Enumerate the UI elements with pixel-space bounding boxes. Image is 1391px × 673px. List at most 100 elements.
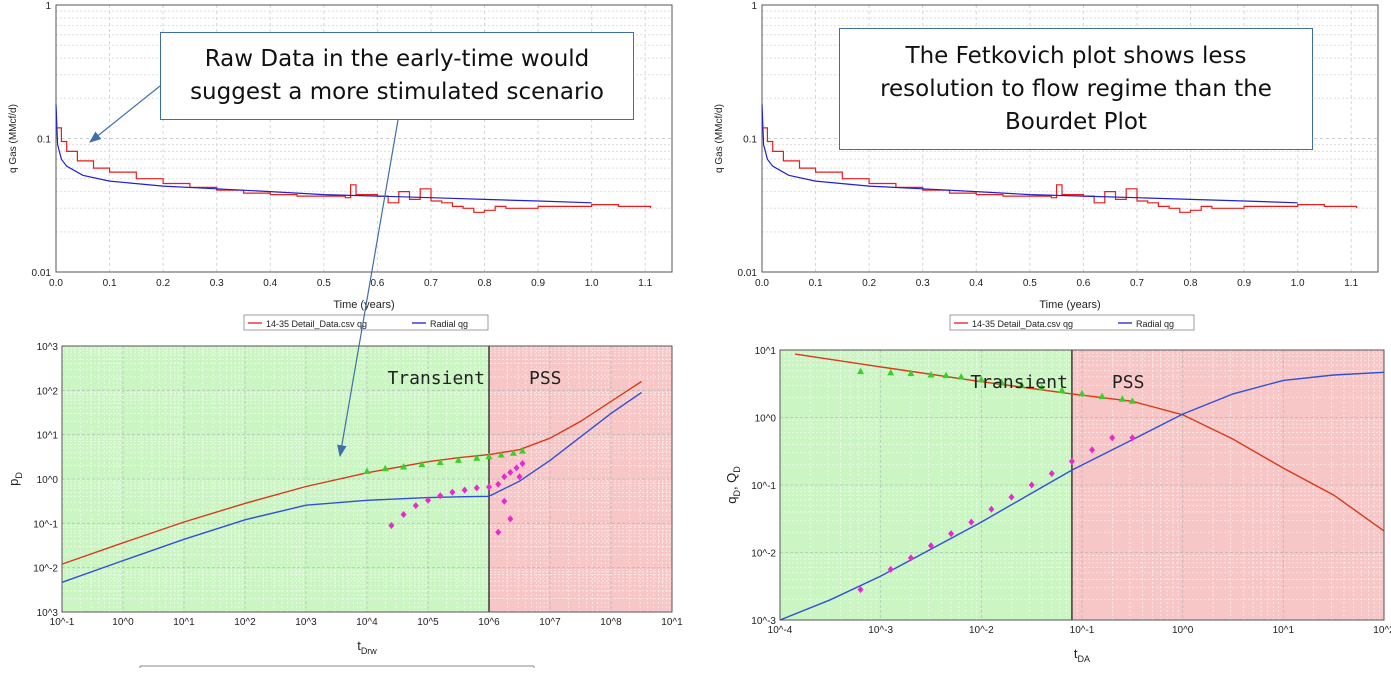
x-tick-label: 0.4: [263, 278, 277, 289]
chart-bottom-left: 10^-1 10^0 10^1 10^2 10^3 10^4 10^5 10^6 10^7 10^…: [6, 342, 683, 656]
x-tick-label: 0.8: [1184, 278, 1198, 289]
series-line: [761, 104, 1298, 204]
series-line: [55, 104, 592, 204]
x-tick-label: 0.9: [1237, 278, 1251, 289]
region-label-pss: PSS: [529, 368, 562, 389]
data-point: [948, 530, 955, 538]
y-tick-label: 10^2: [37, 386, 59, 397]
x-tick-label: 10^4: [356, 617, 378, 628]
legend-label: Radial qg: [1136, 319, 1174, 329]
y-tick-label: 1: [45, 1, 51, 12]
x-tick-label: 10^2: [1373, 625, 1391, 636]
data-point: [977, 375, 985, 383]
y-tick-label: 0.01: [32, 268, 52, 279]
data-point: [501, 497, 508, 505]
legend-label: 14-35 Detail_Data.csv qg: [266, 319, 367, 329]
region-label-pss: PSS: [1112, 372, 1145, 393]
legend-box: [949, 314, 1195, 331]
data-point: [501, 473, 508, 481]
data-point: [449, 488, 456, 496]
data-point: [519, 447, 526, 454]
x-tick-label: 0.2: [156, 278, 170, 289]
y-tick-label: 10^3: [37, 608, 59, 619]
x-axis-label: tDA: [1074, 646, 1090, 664]
data-point: [509, 449, 517, 456]
x-tick-label: 10^1: [661, 617, 683, 628]
data-point: [400, 463, 408, 470]
x-tick-label: 0.7: [424, 278, 438, 289]
y-tick-label: 0.1: [37, 135, 51, 146]
data-point: [486, 483, 492, 491]
data-point: [381, 464, 389, 472]
y-axis-label: qD, QD: [724, 466, 742, 504]
series-line: [779, 371, 1385, 621]
series-line: [61, 380, 642, 565]
callout-right: The Fetkovich plot shows less resolution…: [839, 28, 1313, 150]
x-axis-label: Time (years): [1039, 299, 1100, 311]
data-point: [887, 368, 895, 376]
data-point: [857, 586, 864, 594]
region-label-transient: Transient: [970, 372, 1068, 393]
x-axis-label: tDrw: [357, 638, 377, 656]
x-tick-label: 10^-1: [1070, 625, 1095, 636]
x-tick-label: 10^8: [600, 617, 622, 628]
data-point: [485, 452, 493, 460]
x-tick-label: 10^3: [295, 617, 317, 628]
data-point: [418, 460, 426, 468]
x-tick-label: 0.1: [103, 278, 117, 289]
data-point: [519, 460, 526, 467]
data-point: [507, 468, 514, 476]
data-point: [1078, 389, 1086, 397]
data-point: [1118, 395, 1126, 402]
x-tick-label: 10^0: [1172, 625, 1194, 636]
y-tick-label: 1: [751, 1, 757, 12]
y-tick-label: 10^-1: [33, 519, 58, 530]
data-point: [907, 554, 914, 562]
data-point: [363, 467, 371, 474]
region-label-transient: Transient: [387, 368, 485, 389]
x-tick-label: 0.2: [862, 278, 876, 289]
chart-bottom-right: 10^-410^-310^-210^-110^010^110^210^110^0…: [724, 346, 1391, 664]
x-tick-label: 1.0: [585, 278, 599, 289]
x-tick-label: 0.3: [210, 278, 224, 289]
plot-frame: [761, 4, 1379, 273]
y-tick-label: 10^0: [37, 475, 59, 486]
x-tick-label: 10^-4: [768, 625, 793, 636]
x-tick-label: 10^1: [1273, 625, 1295, 636]
y-axis-label: pD: [6, 472, 24, 486]
y-tick-label: 0.01: [738, 268, 758, 279]
legend-label: Radial qg: [430, 319, 468, 329]
plot-frame: [779, 349, 1385, 621]
data-point: [495, 480, 502, 488]
data-point: [1058, 386, 1066, 393]
x-tick-label: 10^0: [112, 617, 134, 628]
x-tick-label: 0.4: [969, 278, 983, 289]
data-point: [473, 484, 480, 492]
data-point: [1068, 457, 1075, 465]
data-point: [507, 515, 514, 523]
y-tick-label: 10^1: [755, 346, 777, 357]
x-tick-label: 1.1: [1344, 278, 1358, 289]
data-point: [988, 505, 995, 513]
data-point: [1038, 383, 1046, 391]
x-tick-label: 1.0: [1291, 278, 1305, 289]
legend-box: [243, 314, 489, 331]
y-tick-label: 10^3: [37, 342, 59, 353]
data-point: [400, 511, 407, 518]
data-point: [998, 378, 1005, 385]
data-point: [425, 496, 431, 504]
x-tick-label: 0.8: [478, 278, 492, 289]
data-point: [1028, 481, 1035, 489]
x-tick-label: 1.1: [638, 278, 652, 289]
data-point: [928, 542, 934, 550]
data-point: [1109, 434, 1116, 442]
x-tick-label: 10^1: [173, 617, 195, 628]
y-tick-label: 10^-1: [751, 481, 776, 492]
x-tick-label: 0.9: [531, 278, 545, 289]
y-tick-label: 10^-3: [751, 616, 776, 627]
x-tick-label: 10^-3: [868, 625, 893, 636]
x-tick-label: 10^6: [478, 617, 500, 628]
data-point: [1008, 493, 1015, 501]
data-point: [497, 451, 505, 458]
data-point: [455, 456, 462, 463]
